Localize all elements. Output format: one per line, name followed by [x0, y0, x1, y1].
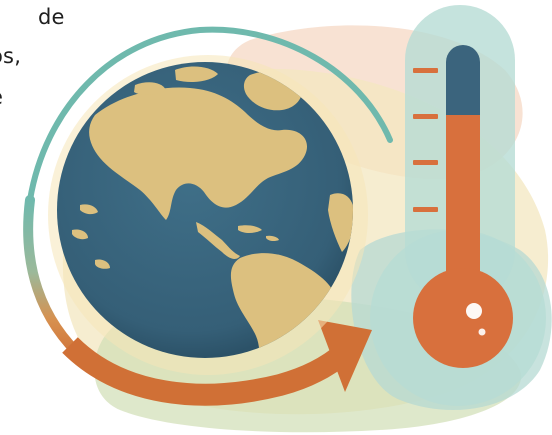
- island-a: [80, 204, 98, 215]
- tick-1: [413, 68, 438, 73]
- arctic-island-1: [175, 66, 218, 82]
- caribbean-2: [266, 235, 279, 242]
- central-america: [196, 222, 240, 259]
- caribbean-1: [238, 225, 262, 233]
- africa-edge: [328, 193, 353, 252]
- thermometer-ticks: [413, 68, 438, 212]
- orbit-arrow: [23, 26, 393, 406]
- bulb-highlight-large: [466, 303, 482, 319]
- bulb-highlight-small: [478, 328, 486, 336]
- island-b: [72, 229, 88, 240]
- thermometer: [370, 5, 546, 406]
- orbit-teal-arc: [27, 26, 393, 203]
- tick-4: [413, 207, 438, 212]
- arctic-island-2: [134, 82, 166, 95]
- north-america: [89, 87, 308, 220]
- text-fragment-2: os,: [0, 44, 22, 68]
- continents: [72, 66, 353, 358]
- text-fragment-3: e: [0, 85, 3, 109]
- tick-2: [413, 114, 438, 119]
- south-america: [230, 253, 337, 358]
- globe: [48, 55, 368, 375]
- tick-3: [413, 160, 438, 165]
- arrow-head: [318, 320, 372, 392]
- orbit-orange-arc: [62, 337, 353, 406]
- thermometer-bulb: [413, 268, 513, 368]
- text-fragment-1: de: [38, 5, 65, 29]
- island-c: [95, 259, 110, 269]
